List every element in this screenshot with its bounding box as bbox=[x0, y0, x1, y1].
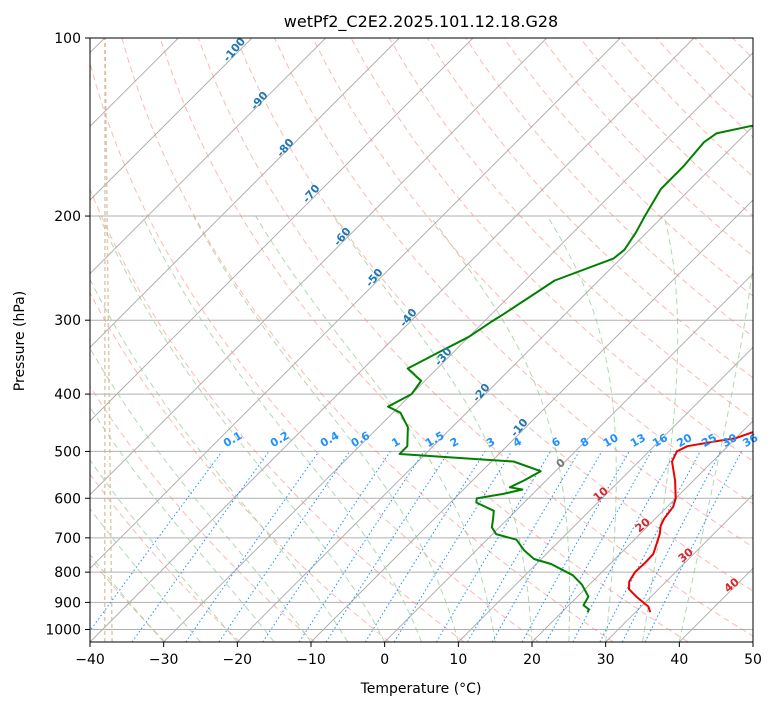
warm-adiabat-line bbox=[104, 38, 113, 642]
mixing-ratio-line bbox=[185, 451, 320, 642]
mixing-ratio-line bbox=[393, 451, 513, 642]
y-tick-label: 1000 bbox=[45, 622, 81, 638]
moist-adiabat-line bbox=[90, 406, 275, 642]
dry-adiabat-line bbox=[236, 38, 753, 592]
mixing-ratio-line bbox=[262, 451, 391, 642]
mixing-ratio-line bbox=[90, 451, 223, 632]
x-tick-label: 50 bbox=[744, 652, 762, 668]
x-tick-label: 40 bbox=[670, 652, 688, 668]
dry-adiabat-line bbox=[90, 291, 390, 642]
moist-adiabat-line bbox=[141, 215, 422, 642]
x-tick-label: −30 bbox=[149, 652, 179, 668]
isotherm-line bbox=[605, 493, 753, 642]
mixing-ratio-line bbox=[325, 451, 450, 642]
mixing-ratio-line bbox=[131, 451, 270, 642]
x-tick-label: −20 bbox=[223, 652, 253, 668]
dry-adiabat-line bbox=[312, 38, 753, 505]
moist-adiabat-line bbox=[546, 215, 617, 642]
isotherm-line bbox=[310, 199, 753, 642]
moist-adiabat-line bbox=[642, 215, 679, 642]
isotherm-line bbox=[236, 125, 753, 642]
x-tick-label: 10 bbox=[449, 652, 467, 668]
mixing-ratio-line bbox=[521, 451, 630, 642]
dry-adiabat-line bbox=[90, 473, 241, 642]
isotherm-line bbox=[163, 51, 753, 642]
isotherm-line bbox=[90, 38, 474, 422]
plot-frame bbox=[89, 37, 754, 643]
axis-ticks: −40 −30 −20 −10 0 10 20 30 40 50 100 200 300 400 500 60… bbox=[45, 31, 762, 668]
dry-adiabat-line bbox=[197, 38, 753, 637]
background-lines bbox=[90, 38, 753, 642]
moist-adiabat-line bbox=[98, 215, 386, 642]
isotherm-line bbox=[531, 420, 753, 642]
dry-adiabat-line bbox=[159, 38, 689, 642]
y-tick-label: 300 bbox=[54, 313, 81, 329]
moist-adiabat-line bbox=[429, 215, 571, 642]
dry-adiabat-line bbox=[90, 385, 316, 642]
isotherm-line bbox=[90, 38, 548, 496]
x-axis-label: Temperature (°C) bbox=[360, 681, 482, 697]
y-tick-label: 700 bbox=[54, 531, 81, 547]
moist-adiabat-line bbox=[192, 215, 459, 642]
dry-adiabat-line bbox=[274, 38, 753, 548]
mixing-ratio-line bbox=[621, 451, 722, 642]
moist-adiabat-line bbox=[90, 347, 312, 642]
moist-adiabat-line bbox=[678, 261, 753, 642]
dry-adiabat-line bbox=[350, 38, 753, 462]
y-tick-label: 200 bbox=[54, 209, 81, 225]
chart-title: wetPf2_C2E2.2025.101.12.18.G28 bbox=[284, 12, 558, 32]
mixing-ratio-line bbox=[218, 451, 351, 642]
x-tick-label: 20 bbox=[523, 652, 541, 668]
mixing-ratio-line bbox=[298, 451, 425, 642]
mixing-ratio-line bbox=[572, 451, 676, 642]
y-tick-label: 900 bbox=[54, 595, 81, 611]
isotherm-line bbox=[90, 38, 400, 349]
dry-adiabat-line bbox=[90, 188, 465, 642]
y-tick-label: 600 bbox=[54, 491, 81, 507]
mixing-ratio-line bbox=[644, 451, 742, 642]
temperature-profile-line bbox=[628, 430, 753, 613]
isotherm-line bbox=[384, 272, 753, 642]
dewpoint-profile-line bbox=[387, 124, 753, 613]
dry-adiabat-line bbox=[503, 38, 753, 297]
mixing-ratio-line bbox=[545, 451, 652, 642]
isotherm-line bbox=[90, 38, 621, 570]
isotherm-line bbox=[90, 38, 327, 275]
dry-adiabat-line bbox=[121, 38, 614, 642]
x-tick-label: −10 bbox=[296, 652, 326, 668]
isotherm-line bbox=[457, 346, 753, 642]
moist-adiabat-line bbox=[332, 215, 533, 642]
y-tick-label: 400 bbox=[54, 387, 81, 403]
dry-adiabat-line bbox=[465, 38, 753, 338]
y-axis-label: Pressure (hPa) bbox=[12, 291, 28, 391]
y-tick-label: 500 bbox=[54, 444, 81, 460]
moist-adiabat-line bbox=[90, 459, 238, 642]
dry-adiabat-line bbox=[388, 38, 753, 420]
dry-adiabat-line bbox=[90, 61, 540, 642]
x-tick-label: 30 bbox=[597, 652, 615, 668]
profile-lines bbox=[387, 124, 753, 613]
x-tick-label: 0 bbox=[380, 652, 389, 668]
isotherm-line bbox=[90, 38, 253, 201]
y-tick-label: 100 bbox=[54, 31, 81, 47]
y-tick-label: 800 bbox=[54, 565, 81, 581]
x-tick-label: −40 bbox=[75, 652, 105, 668]
dry-adiabat-line bbox=[426, 38, 753, 379]
